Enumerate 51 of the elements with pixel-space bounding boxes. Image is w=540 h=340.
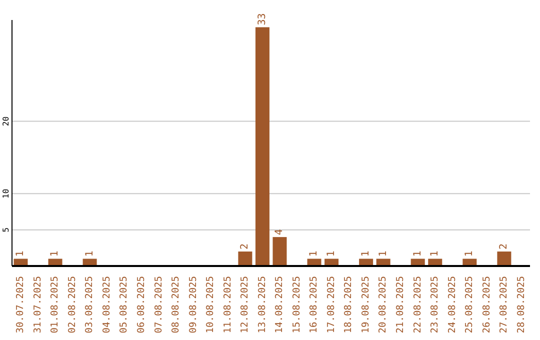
data-label: 1 <box>360 250 372 257</box>
x-tick-label: 27.08.2025 <box>498 276 510 334</box>
data-label: 2 <box>498 244 510 250</box>
y-tick-label: 10 <box>2 188 10 198</box>
x-tick-label: 01.08.2025 <box>50 276 61 334</box>
x-tick-label: 07.08.2025 <box>153 276 164 334</box>
data-label: 1 <box>412 250 424 257</box>
x-tick-label: 09.08.2025 <box>188 276 199 334</box>
x-tick-label: 11.08.2025 <box>222 276 234 334</box>
x-tick-label: 23.08.2025 <box>430 276 441 334</box>
x-tick-label: 14.08.2025 <box>274 276 286 334</box>
x-tick-label: 16.08.2025 <box>308 276 320 334</box>
x-tick-label: 05.08.2025 <box>118 276 130 334</box>
data-label: 1 <box>84 250 96 257</box>
bar <box>255 27 270 266</box>
x-tick-label: 31.07.2025 <box>32 276 44 334</box>
x-tick-label: 10.08.2025 <box>205 276 216 334</box>
x-tick-label: 03.08.2025 <box>84 276 96 334</box>
x-tick-label: 20.08.2025 <box>378 276 389 334</box>
data-label: 1 <box>378 250 389 257</box>
x-tick-label: 21.08.2025 <box>395 276 406 334</box>
x-tick-label: 30.07.2025 <box>15 276 26 334</box>
bar <box>497 252 512 266</box>
bar <box>238 252 252 266</box>
x-tick-label: 13.08.2025 <box>256 276 268 334</box>
x-tick-label: 24.08.2025 <box>446 276 458 334</box>
data-label: 4 <box>274 229 286 236</box>
data-label: 1 <box>464 250 476 257</box>
data-label: 1 <box>326 250 338 257</box>
x-tick-label: 12.08.2025 <box>240 276 251 334</box>
x-tick-label: 19.08.2025 <box>360 276 372 334</box>
data-label: 1 <box>15 250 26 257</box>
x-tick-label: 25.08.2025 <box>464 276 476 334</box>
x-tick-label: 02.08.2025 <box>66 276 78 334</box>
y-tick-label: 5 <box>2 227 10 232</box>
x-tick-label: 18.08.2025 <box>343 276 354 334</box>
data-label: 1 <box>50 250 61 257</box>
y-tick-label: 20 <box>2 116 10 126</box>
x-tick-label: 17.08.2025 <box>326 276 337 334</box>
x-tick-label: 04.08.2025 <box>101 276 112 334</box>
x-tick-label: 26.08.2025 <box>481 276 492 334</box>
x-tick-label: 06.08.2025 <box>136 276 147 334</box>
data-label: 2 <box>240 244 251 250</box>
bar <box>272 237 287 266</box>
data-label: 33 <box>256 13 268 26</box>
data-label: 1 <box>430 250 441 257</box>
x-tick-label: 08.08.2025 <box>170 276 182 334</box>
data-label: 1 <box>308 250 320 257</box>
x-tick-label: 22.08.2025 <box>412 276 424 334</box>
x-tick-label: 15.08.2025 <box>291 276 302 334</box>
x-tick-label: 28.08.2025 <box>516 276 527 334</box>
